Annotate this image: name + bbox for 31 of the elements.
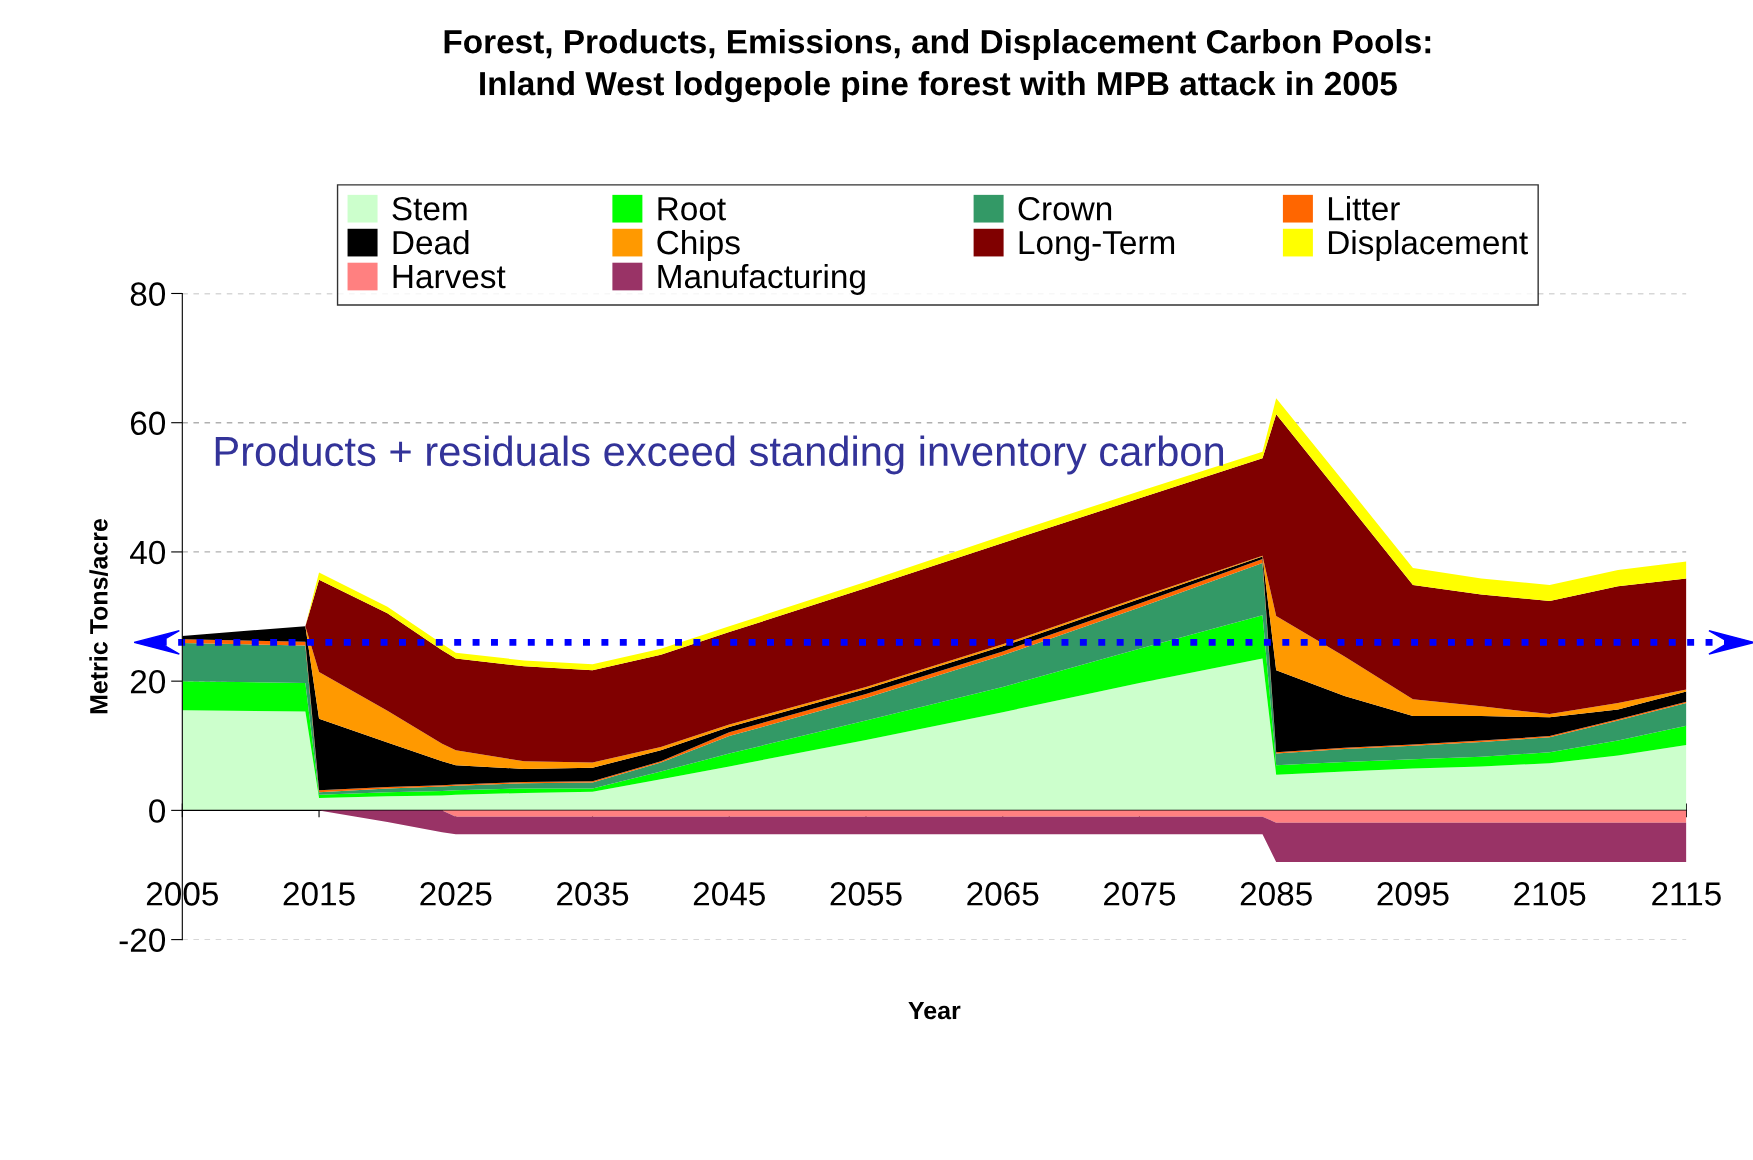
chart-title: Forest, Products, Emissions, and Displacement Carbon Pools: Inland West lodgepole pine forest with MPB attack in 2005	[444, 29, 1431, 103]
x-tick-label: 2085	[1240, 882, 1312, 906]
x-tick-label: 2105	[1514, 882, 1586, 906]
y-tick-label: 0	[149, 799, 166, 823]
y-tick-label: -20	[119, 928, 166, 953]
legend-label: Long-Term	[1019, 231, 1175, 262]
legend-label: Manufacturing	[658, 263, 865, 295]
legend-label: Litter	[1328, 196, 1400, 221]
x-tick-label: 2115	[1652, 882, 1721, 906]
y-axis-title: Metric Tons/acre	[89, 518, 108, 714]
y-tick-label: 80	[130, 282, 166, 306]
y-tick-label: 20	[130, 669, 166, 694]
annotation: Products + residuals exceed standing inventory carbon	[215, 435, 1224, 475]
x-tick-label: 2025	[420, 882, 492, 906]
x-axis-title: Year	[908, 1001, 961, 1020]
x-tick-label: 2095	[1377, 882, 1449, 906]
x-tick-label: 2045	[693, 882, 765, 906]
y-tick-label: 60	[130, 411, 166, 436]
legend-label: Harvest	[393, 265, 506, 289]
legend-label: Root	[658, 197, 726, 221]
y-tick-label: 40	[130, 540, 166, 565]
legend-label: Chips	[657, 229, 740, 262]
x-tick-label: 2055	[830, 882, 902, 906]
x-tick-label: 2075	[1104, 882, 1176, 906]
x-tick-label: 2015	[283, 882, 355, 906]
x-tick-label: 2065	[967, 882, 1039, 906]
legend-label: Crown	[1018, 196, 1112, 221]
legend-label: Displacement	[1328, 229, 1528, 262]
legend-label: Stem	[392, 196, 467, 221]
x-tick-label: 2035	[557, 882, 629, 906]
legend-label: Dead	[393, 229, 469, 255]
